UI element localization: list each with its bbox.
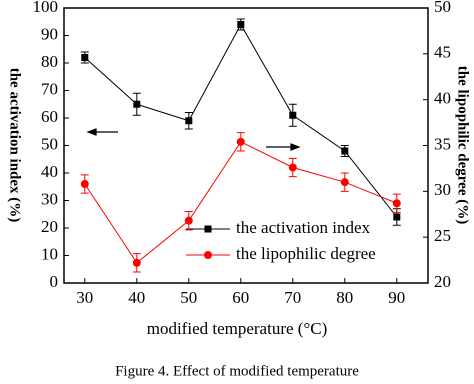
marker <box>289 111 297 119</box>
series-line <box>84 23 398 218</box>
y2-tick-label: 35 <box>434 134 451 153</box>
legend-label: the lipophilic degree <box>236 244 376 263</box>
y-tick-label: 40 <box>41 162 58 181</box>
x-tick-label: 50 <box>180 288 197 307</box>
x-tick-label: 90 <box>388 288 405 307</box>
y-axis-label: the activation index (%) <box>7 68 23 223</box>
y2-tick-label: 20 <box>434 272 451 291</box>
marker <box>185 117 193 125</box>
y-tick-label: 70 <box>41 79 58 98</box>
y-tick-label: 0 <box>50 272 59 291</box>
x-tick-label: 30 <box>76 288 93 307</box>
y2-tick-label: 25 <box>434 226 451 245</box>
y2-tick-label: 45 <box>434 43 451 62</box>
y-tick-label: 80 <box>41 52 58 71</box>
marker <box>132 258 141 267</box>
marker <box>392 199 401 208</box>
x-tick-label: 60 <box>232 288 249 307</box>
annotation-arrows <box>86 128 301 151</box>
y-tick-label: 30 <box>41 189 58 208</box>
marker <box>236 137 245 146</box>
y-tick-label: 100 <box>33 0 59 16</box>
legend-label: the activation index <box>236 218 371 237</box>
marker <box>340 178 349 187</box>
marker <box>133 100 141 108</box>
marker <box>288 163 297 172</box>
y-tick-label: 50 <box>41 134 58 153</box>
marker <box>341 147 349 155</box>
marker <box>81 54 89 61</box>
x-tick-label: 70 <box>284 288 301 307</box>
y-tick-label: 10 <box>41 244 58 263</box>
plot-frame <box>63 7 429 284</box>
caption: Figure 4. Effect of modified temperature <box>115 363 359 379</box>
marker <box>393 213 401 221</box>
x-tick-label: 40 <box>128 288 145 307</box>
legend-marker <box>204 225 212 233</box>
y-tick-label: 60 <box>41 107 58 126</box>
y2-tick-label: 40 <box>434 89 451 108</box>
y2-axis-label: the lipophilic degree (%) <box>455 66 471 224</box>
y-tick-label: 20 <box>41 217 58 236</box>
marker <box>237 21 245 28</box>
x-axis-label: modified temperature (°C) <box>147 319 328 338</box>
legend-marker <box>204 251 212 259</box>
marker <box>184 216 193 225</box>
marker <box>80 180 89 188</box>
y2-tick-label: 30 <box>434 180 451 199</box>
x-tick-label: 80 <box>336 288 353 307</box>
y-tick-label: 90 <box>41 24 58 43</box>
y2-tick-label: 50 <box>434 0 451 16</box>
